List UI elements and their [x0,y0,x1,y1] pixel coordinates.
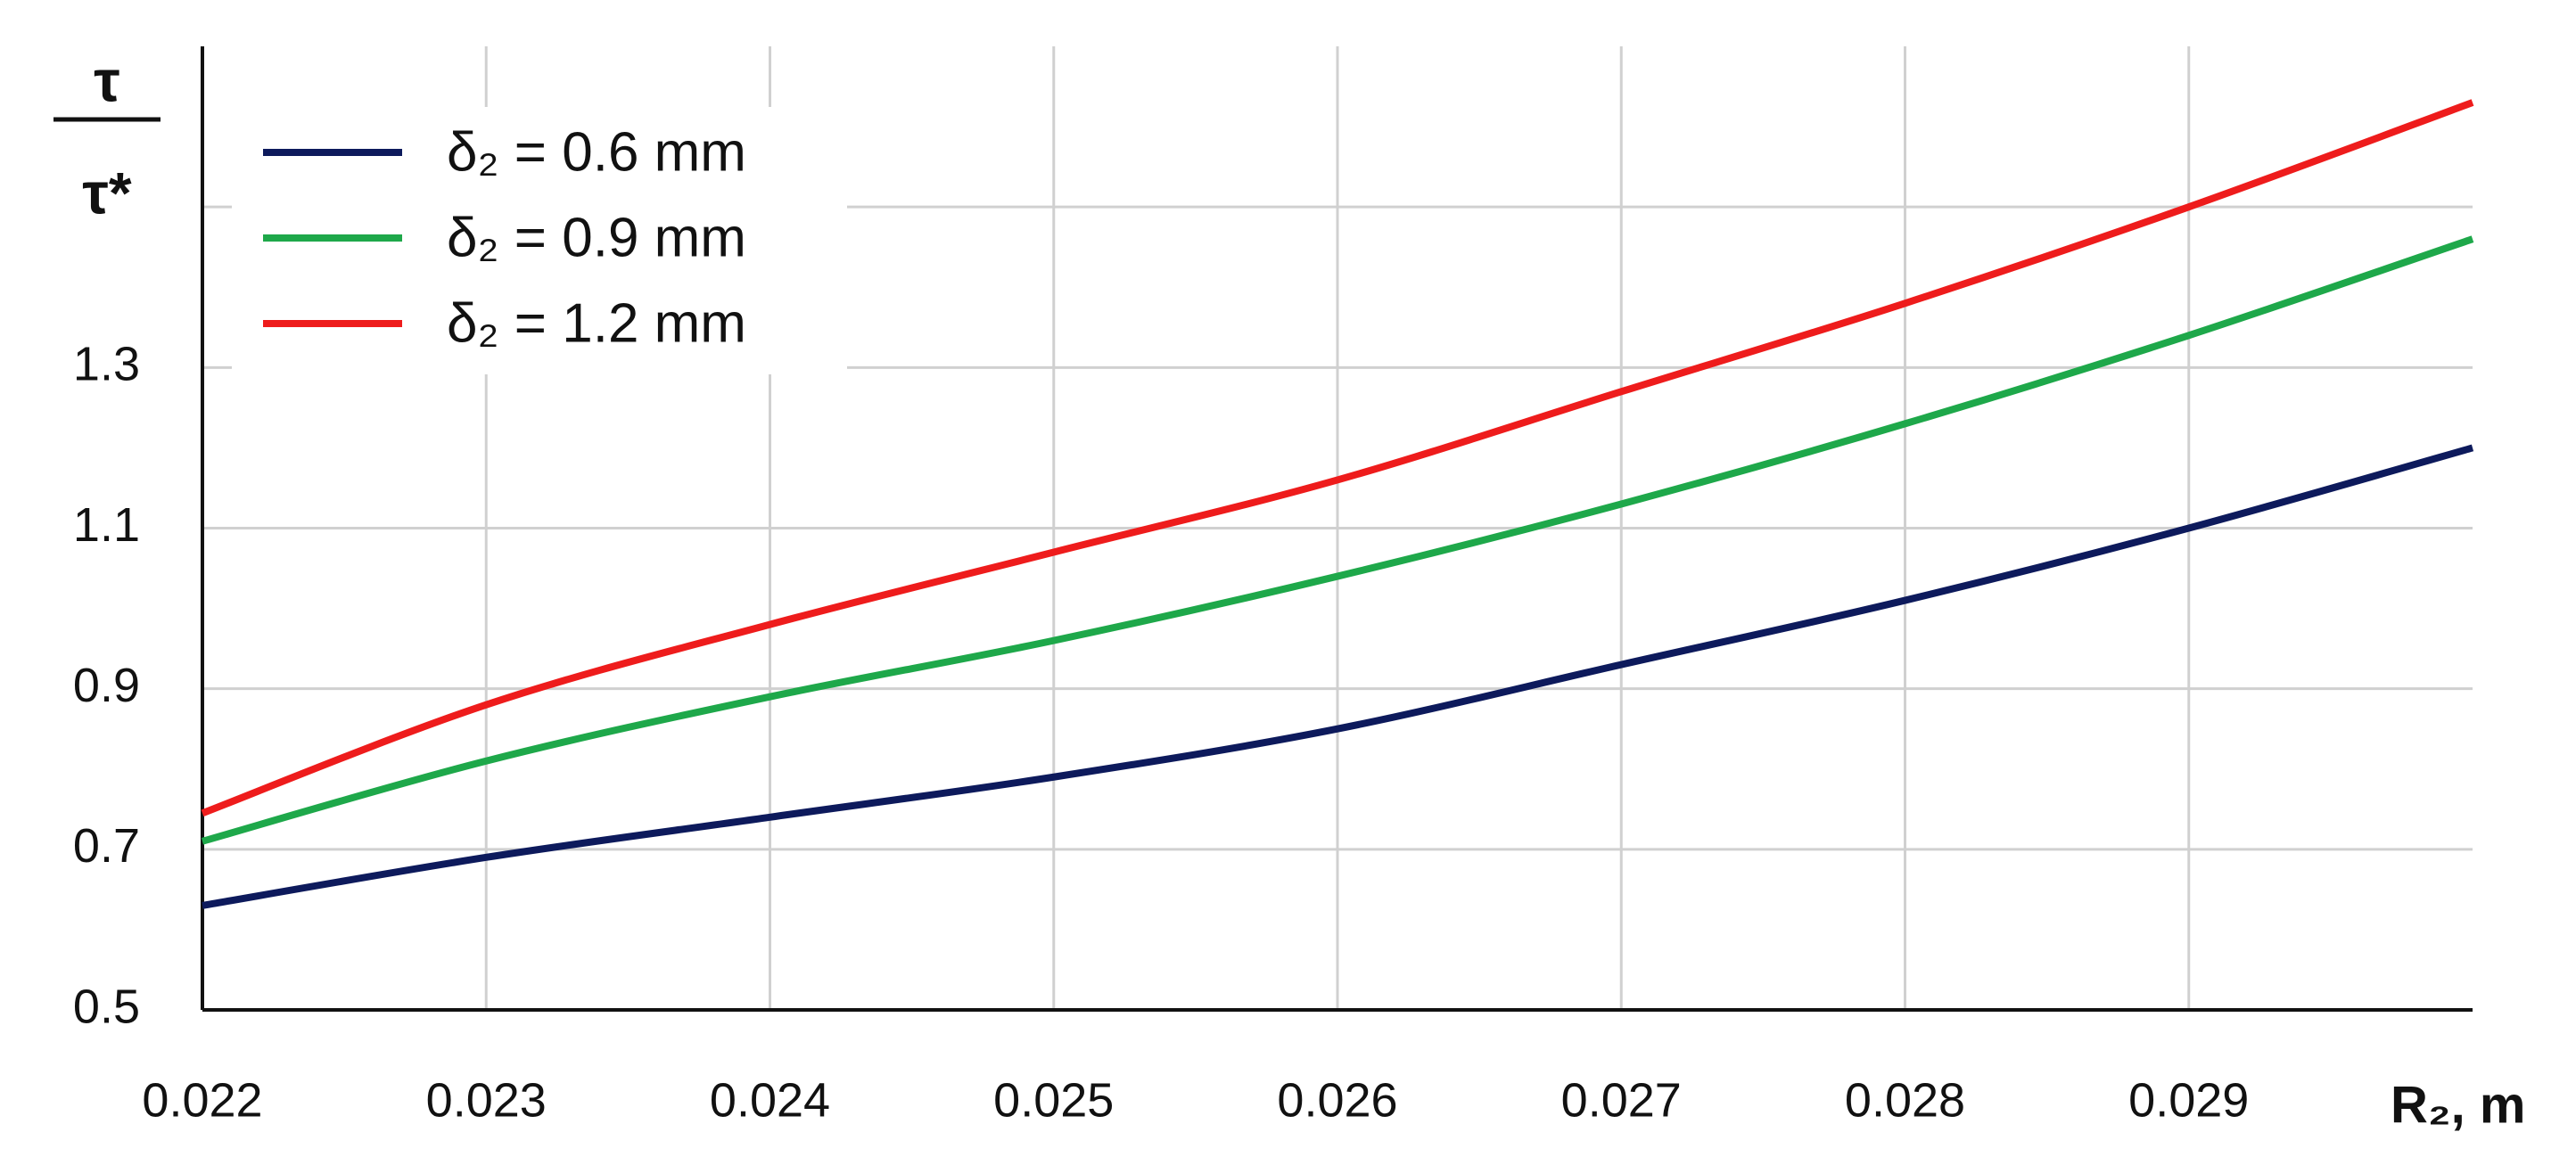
x-tick-label: 0.022 [142,1073,262,1127]
x-tick-label: 0.027 [1561,1073,1682,1127]
y-tick-label: 0.9 [73,659,140,712]
y-tick-label: 1.3 [73,338,140,391]
x-tick-label: 0.026 [1277,1073,1397,1127]
x-tick-label: 0.024 [710,1073,830,1127]
y-label-denominator: τ* [82,160,131,226]
y-label-numerator: τ [94,47,119,113]
series-line [202,444,2474,909]
legend-label: δ₂ = 0.9 mm [447,207,746,268]
x-tick-label: 0.028 [1845,1073,1965,1127]
legend-label: δ₂ = 1.2 mm [447,292,746,354]
x-tick-label: 0.025 [993,1073,1114,1127]
x-label: R₂, m [2391,1076,2525,1134]
x-tick-label: 0.029 [2128,1073,2249,1127]
legend-label: δ₂ = 0.6 mm [447,121,746,183]
series-line [201,99,2474,817]
y-tick-label: 0.7 [73,819,140,873]
y-tick-label: 1.1 [73,498,140,552]
series-line [201,235,2474,845]
y-tick-label: 0.5 [73,980,140,1033]
x-tick-label: 0.023 [426,1073,547,1127]
